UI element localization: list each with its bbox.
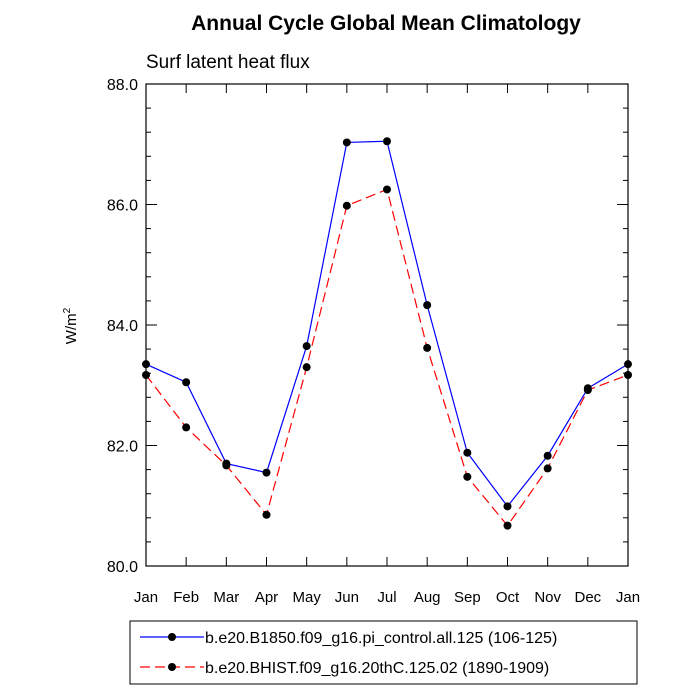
series-1-point [342, 138, 351, 147]
chart-title: Annual Cycle Global Mean Climatology [191, 12, 581, 35]
y-axis-label: W/m2 [62, 307, 80, 344]
y-axis-label-superscript: 2 [62, 307, 73, 313]
chart-subtitle: Surf latent heat flux [146, 52, 310, 73]
series-2-point [182, 423, 191, 432]
series-2-point [624, 371, 632, 380]
y-tick-label: 86.0 [107, 198, 138, 215]
x-tick-label: Feb [173, 589, 199, 606]
legend-label-1: b.e20.B1850.f09_g16.pi_control.all.125 (… [205, 630, 557, 647]
x-tick-label: Jan [616, 589, 640, 606]
legend-entry-2: b.e20.BHIST.f09_g16.20thC.125.02 (1890-1… [140, 660, 549, 677]
series-1-point [503, 502, 512, 511]
series-2-point [543, 464, 552, 473]
y-tick-label: 80.0 [107, 559, 138, 576]
y-tick-label: 82.0 [107, 439, 138, 456]
series-2-point [383, 185, 391, 194]
x-tick-label: Mar [213, 589, 239, 606]
plot-frame [145, 83, 629, 567]
legend-marker-1 [168, 633, 176, 641]
legend-box [129, 620, 638, 685]
series-2-point [302, 363, 311, 372]
series-2-point [262, 510, 271, 519]
axes: Jan Feb Mar Apr May Jun Jul Aug Sep Oct Nov Dec Jan 8… [107, 77, 640, 606]
series-1-point [142, 360, 150, 369]
series-2-point [342, 201, 351, 210]
series-2-point [583, 386, 592, 395]
series-1-point [302, 342, 311, 351]
x-tick-label: Jul [377, 589, 396, 606]
x-tick-label: Dec [574, 589, 601, 606]
y-tick-label: 84.0 [107, 318, 138, 335]
series-1-point [624, 360, 632, 369]
x-tick-label: Sep [454, 589, 481, 606]
series-1-point [543, 451, 552, 460]
series-2-point [222, 461, 231, 470]
x-tick-label: Oct [496, 589, 520, 606]
x-tick-label: Jun [335, 589, 359, 606]
legend-marker-2 [168, 663, 176, 671]
x-tick-label: Aug [414, 589, 441, 606]
series-1-point [463, 448, 472, 457]
y-tick-label: 88.0 [107, 77, 138, 94]
series-line-2 [145, 188, 629, 527]
series-2-point [503, 521, 512, 530]
legend-label-2: b.e20.BHIST.f09_g16.20thC.125.02 (1890-1… [205, 660, 549, 677]
series-points [142, 137, 632, 530]
series-lines [145, 140, 629, 527]
x-tick-label: Apr [255, 589, 278, 606]
legend: b.e20.B1850.f09_g16.pi_control.all.125 (… [129, 620, 638, 685]
x-tick-label: Nov [534, 589, 561, 606]
legend-entry-1: b.e20.B1850.f09_g16.pi_control.all.125 (… [140, 630, 557, 647]
x-tick-label: Jan [134, 589, 158, 606]
y-axis-label-main: W/m [63, 313, 80, 344]
x-tick-label: May [292, 589, 321, 606]
series-1-point [423, 301, 432, 310]
series-1-point [262, 468, 271, 477]
series-2-point [142, 371, 150, 380]
series-1-point [383, 137, 391, 146]
series-2-point [463, 472, 472, 481]
series-2-point [423, 343, 432, 352]
series-1-point [182, 378, 191, 387]
